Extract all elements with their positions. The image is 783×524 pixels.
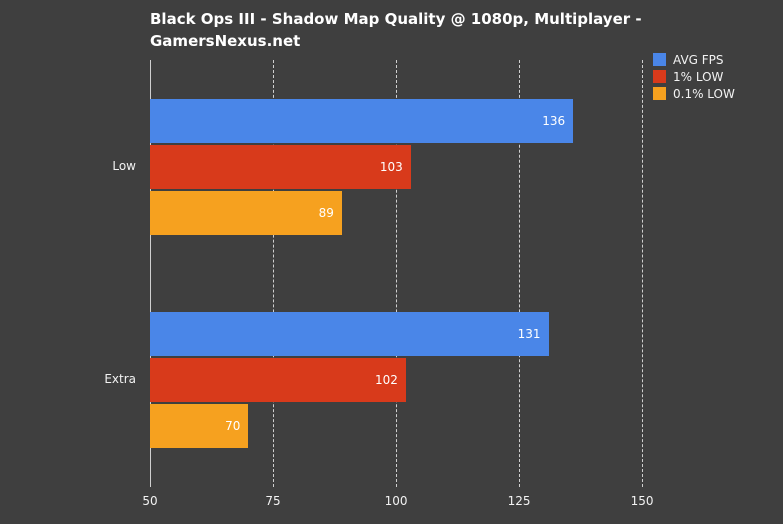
x-tick-label: 50 [142,494,158,508]
gridline-100 [396,60,398,487]
bar-value-label: 102 [374,373,398,388]
legend-item-avg-fps: AVG FPS [653,52,735,67]
gridline-150 [642,60,644,487]
legend-swatch-1-low [653,70,666,83]
legend: AVG FPS 1% LOW 0.1% LOW [653,52,735,101]
legend-label: 0.1% LOW [673,86,735,101]
bar-1-low-low: 103 [150,144,411,189]
x-tick-label: 75 [265,494,281,508]
bar-0-1-low-low: 89 [150,190,342,235]
legend-swatch-0-1-low [653,87,666,100]
bar-avg-fps-low: 136 [150,98,574,143]
legend-item-1-low: 1% LOW [653,69,735,84]
x-tick-label: 100 [384,494,408,508]
bar-1-low-extra: 102 [150,358,406,403]
y-axis-line [150,60,151,487]
legend-swatch-avg-fps [653,53,666,66]
bar-value-label: 131 [517,327,541,342]
category-label-low: Low [112,158,136,173]
bar-avg-fps-extra: 131 [150,312,549,357]
gridline-125 [519,60,521,487]
bar-value-label: 103 [379,159,403,174]
bar-value-label: 70 [225,419,241,434]
chart-title-line1: Black Ops III - Shadow Map Quality @ 108… [150,10,642,28]
chart-title: Black Ops III - Shadow Map Quality @ 108… [150,8,642,52]
legend-label: 1% LOW [673,69,724,84]
bar-value-label: 136 [542,113,566,128]
category-label-extra: Extra [104,372,136,387]
gridline-75 [273,60,275,487]
legend-label: AVG FPS [673,52,724,67]
legend-item-0-1-low: 0.1% LOW [653,86,735,101]
x-tick-label: 150 [630,494,654,508]
x-tick-label: 125 [507,494,531,508]
bar-value-label: 89 [318,205,334,220]
bar-0-1-low-extra: 70 [150,404,249,449]
chart-title-line2: GamersNexus.net [150,32,301,50]
